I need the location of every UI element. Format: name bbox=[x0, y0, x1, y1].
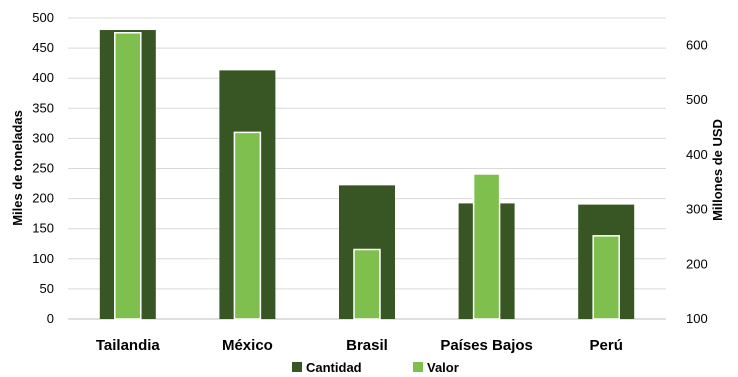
left-tick-label: 200 bbox=[32, 191, 54, 206]
right-tick-label: 400 bbox=[686, 147, 708, 162]
category-label: Perú bbox=[590, 337, 623, 354]
left-axis-ticks: 0 50 100 150 200 250 300 350 400 450 500 bbox=[32, 10, 54, 326]
legend-label-cantidad: Cantidad bbox=[306, 360, 362, 375]
left-tick-label: 300 bbox=[32, 130, 54, 145]
right-tick-label: 600 bbox=[686, 37, 708, 52]
right-tick-label: 200 bbox=[686, 256, 708, 271]
left-tick-label: 150 bbox=[32, 221, 54, 236]
category-label: Países Bajos bbox=[440, 337, 533, 354]
legend-label-valor: Valor bbox=[427, 360, 459, 375]
right-tick-label: 500 bbox=[686, 92, 708, 107]
category-label: México bbox=[222, 337, 273, 354]
right-axis-ticks: 100 200 300 400 500 600 bbox=[686, 37, 708, 326]
legend: Cantidad Valor bbox=[292, 360, 459, 375]
category-label: Brasil bbox=[346, 337, 388, 354]
category-label: Tailandia bbox=[96, 337, 161, 354]
legend-swatch-valor bbox=[413, 362, 423, 372]
left-tick-label: 350 bbox=[32, 100, 54, 115]
left-tick-label: 100 bbox=[32, 251, 54, 266]
bar-valor bbox=[472, 173, 501, 320]
bars bbox=[99, 30, 635, 320]
right-tick-label: 300 bbox=[686, 202, 708, 217]
left-tick-label: 450 bbox=[32, 40, 54, 55]
left-tick-label: 400 bbox=[32, 70, 54, 85]
bar-valor bbox=[114, 32, 142, 320]
bar-valor bbox=[592, 235, 620, 320]
left-tick-label: 500 bbox=[32, 10, 54, 25]
legend-swatch-cantidad bbox=[292, 362, 302, 372]
bar-valor bbox=[353, 248, 381, 320]
right-tick-label: 100 bbox=[686, 311, 708, 326]
left-tick-label: 0 bbox=[47, 311, 54, 326]
left-axis-title: Miles de toneladas bbox=[10, 110, 25, 226]
left-tick-label: 50 bbox=[40, 281, 54, 296]
left-tick-label: 250 bbox=[32, 161, 54, 176]
bar-valor bbox=[233, 131, 262, 320]
right-axis-title: Millones de USD bbox=[710, 119, 725, 221]
category-labels: Tailandia México Brasil Países Bajos Perú bbox=[96, 337, 623, 354]
